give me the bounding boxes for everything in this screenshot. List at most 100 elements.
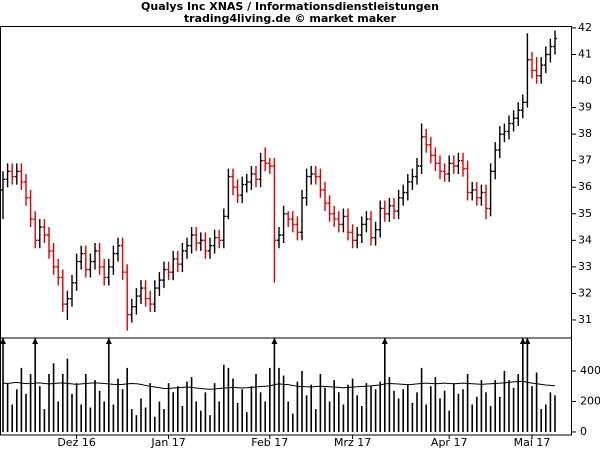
x-tick-label: Apr 17 bbox=[431, 436, 468, 449]
x-tick-label: Mrz 17 bbox=[334, 436, 371, 449]
ohlc-bar bbox=[5, 163, 10, 188]
ohlc-bar bbox=[221, 208, 226, 249]
ohlc-bar bbox=[300, 189, 304, 241]
ohlc-bar bbox=[313, 165, 318, 185]
ohlc-bar bbox=[217, 229, 222, 249]
ohlc-bar bbox=[203, 232, 208, 259]
ohlc-bar bbox=[28, 189, 33, 228]
ohlc-bar bbox=[442, 163, 447, 182]
ohlc-bar bbox=[281, 205, 286, 243]
ohlc-bar bbox=[465, 160, 470, 201]
ohlc-bar bbox=[479, 184, 484, 206]
ohlc-bar bbox=[516, 102, 521, 127]
ohlc-bar bbox=[295, 216, 300, 241]
ohlc-bar bbox=[410, 168, 415, 190]
ohlc-bar bbox=[507, 115, 511, 140]
ohlc-bar bbox=[231, 168, 235, 196]
y-tick-label: 33 bbox=[578, 260, 592, 273]
y-tick-label: 41 bbox=[578, 48, 592, 61]
ohlc-bar bbox=[139, 280, 143, 305]
ohlc-bar bbox=[208, 237, 212, 259]
ohlc-bar bbox=[539, 57, 544, 84]
ohlc-bar bbox=[235, 179, 240, 204]
ohlc-bar bbox=[240, 176, 245, 204]
ohlc-bar bbox=[493, 142, 498, 180]
ohlc-bar bbox=[185, 237, 189, 259]
ohlc-bar bbox=[359, 216, 364, 243]
ohlc-bar bbox=[254, 165, 258, 188]
ohlc-bar bbox=[401, 184, 406, 206]
ohlc-bar bbox=[350, 224, 355, 249]
ohlc-bar bbox=[198, 232, 203, 251]
ohlc-bar bbox=[461, 152, 465, 177]
ohlc-bar bbox=[548, 38, 553, 63]
volume-tick-label: 400 bbox=[580, 364, 600, 377]
ohlc-bar bbox=[37, 219, 42, 249]
ohlc-bar bbox=[419, 123, 424, 174]
ohlc-bar bbox=[553, 30, 557, 55]
volume-average-line bbox=[2, 380, 556, 390]
ohlc-bar bbox=[194, 227, 199, 251]
ohlc-bar bbox=[318, 168, 323, 198]
ohlc-bar bbox=[10, 163, 15, 185]
ohlc-bar bbox=[102, 258, 107, 286]
y-tick-label: 35 bbox=[578, 207, 592, 220]
ohlc-bar bbox=[258, 152, 263, 188]
ohlc-bar bbox=[152, 280, 157, 312]
ohlc-bar bbox=[373, 221, 378, 246]
ohlc-bar bbox=[488, 163, 493, 217]
ohlc-bar bbox=[364, 211, 369, 233]
ohlc-bar bbox=[125, 264, 130, 331]
ohlc-bar bbox=[143, 280, 148, 307]
ohlc-bar bbox=[424, 128, 429, 153]
ohlc-bar bbox=[162, 261, 166, 289]
ohlc-bar bbox=[65, 290, 70, 320]
volume-tick-label: 200 bbox=[580, 394, 600, 407]
volume-overflow-arrow bbox=[381, 338, 388, 344]
ohlc-bar bbox=[470, 181, 475, 201]
ohlc-bar bbox=[484, 184, 488, 220]
ohlc-bar bbox=[33, 211, 38, 249]
ohlc-bar bbox=[327, 195, 332, 222]
ohlc-bar bbox=[111, 245, 116, 275]
ohlc-bar bbox=[543, 46, 548, 74]
volume-panel bbox=[0, 337, 572, 436]
x-tick-label: Jan 17 bbox=[150, 436, 185, 449]
ohlc-bar bbox=[116, 237, 120, 262]
ohlc-bar bbox=[369, 211, 373, 246]
ohlc-bar bbox=[189, 227, 194, 254]
ohlc-bar bbox=[346, 208, 350, 241]
y-tick-label: 32 bbox=[578, 286, 592, 299]
ohlc-bar bbox=[323, 181, 327, 212]
volume-overflow-arrow bbox=[105, 338, 112, 344]
ohlc-bar bbox=[157, 272, 162, 297]
ohlc-bar bbox=[79, 245, 84, 270]
ohlc-bar bbox=[497, 126, 502, 159]
volume-overflow-arrow bbox=[524, 338, 531, 344]
y-tick-label: 39 bbox=[578, 101, 592, 114]
ohlc-bar bbox=[56, 258, 61, 286]
x-tick-label: Mai 17 bbox=[514, 436, 551, 449]
ohlc-bar bbox=[106, 258, 111, 286]
ohlc-bar bbox=[263, 147, 268, 172]
volume-overflow-arrow bbox=[32, 338, 39, 344]
ohlc-bar bbox=[148, 290, 153, 312]
y-tick-label: 36 bbox=[578, 180, 592, 193]
y-tick-label: 37 bbox=[578, 154, 592, 167]
ohlc-bar bbox=[309, 165, 314, 185]
y-tick-label: 34 bbox=[578, 233, 592, 246]
ohlc-bar bbox=[83, 245, 88, 278]
y-tick-label: 42 bbox=[578, 21, 592, 34]
ohlc-bar bbox=[387, 197, 392, 222]
ohlc-bar bbox=[120, 237, 125, 281]
ohlc-bar bbox=[277, 227, 281, 249]
ohlc-bar bbox=[180, 242, 185, 273]
ohlc-bar bbox=[97, 242, 102, 275]
ohlc-bar bbox=[382, 200, 387, 222]
ohlc-bar bbox=[392, 197, 396, 220]
ohlc-bar bbox=[60, 269, 65, 312]
ohlc-bar bbox=[456, 152, 461, 174]
ohlc-bar bbox=[14, 163, 19, 185]
